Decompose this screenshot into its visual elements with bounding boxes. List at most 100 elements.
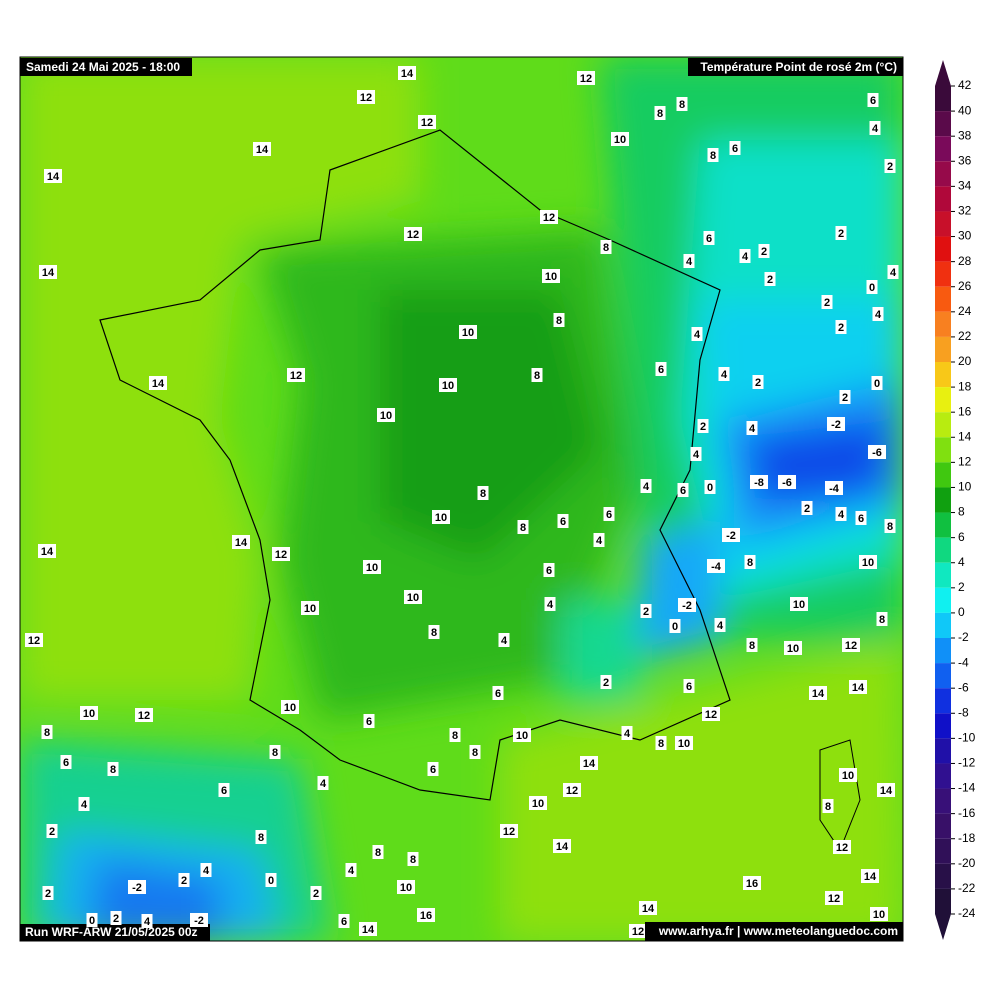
point-box [449,728,461,742]
date-label: Samedi 24 Mai 2025 - 18:00 [26,60,180,74]
colorbar-tick-label: 10 [958,480,972,494]
colorbar-tick-label: 24 [958,304,972,318]
colorbar-tick-label: 12 [958,455,972,469]
point-value: 6 [546,565,552,577]
point-box [372,845,384,859]
point-value: 14 [852,682,865,694]
point-value: 4 [742,251,749,263]
point-value: 8 [887,521,893,533]
point-value: 6 [606,509,612,521]
point-value: 10 [787,643,799,655]
point-value: 2 [643,606,649,618]
point-value: 10 [516,730,528,742]
point-value: -6 [782,477,792,489]
point-value: -4 [711,561,722,573]
point-value: 10 [304,603,316,615]
point-value: 8 [258,832,264,844]
colorbar-tick-label: 16 [958,404,972,418]
point-value: 4 [203,865,210,877]
point-value: 8 [431,627,437,639]
point-value: 10 [614,134,626,146]
point-box [690,447,702,461]
colorbar-band [935,161,951,187]
colorbar-tick-label: 40 [958,103,972,117]
point-box [678,598,696,612]
point-value: 10 [400,882,412,894]
point-box [675,736,693,750]
point-value: 8 [110,764,116,776]
map-title: Température Point de rosé 2m (°C) [700,60,897,74]
point-box [544,597,556,611]
point-box [778,475,796,489]
point-box [729,141,741,155]
point-value: 2 [45,888,51,900]
point-box [281,700,299,714]
map-frame [19,56,904,942]
point-value: 2 [838,228,844,240]
point-box [677,483,689,497]
point-box [869,121,881,135]
colorbar-tick-label: 8 [958,505,965,519]
point-box [141,914,153,928]
point-box [498,633,510,647]
colorbar-tick-label: 4 [958,555,965,569]
colorbar-band [935,362,951,388]
point-value: 8 [520,522,526,534]
point-value: 8 [825,801,831,813]
point-box [702,707,720,721]
colorbar-band [935,813,951,839]
colorbar-tick-label: -12 [958,756,976,770]
colorbar-tick-label: 22 [958,329,972,343]
point-box [301,601,319,615]
point-box [577,71,595,85]
point-box [887,265,899,279]
point-value: 12 [836,842,848,854]
point-value: 6 [495,688,501,700]
point-box [580,756,598,770]
point-value: 6 [341,916,347,928]
point-value: 12 [705,709,717,721]
colorbar-tick-label: -10 [958,731,976,745]
point-box [287,368,305,382]
colorbar-band [935,412,951,438]
colorbar-tick-label: -4 [958,655,969,669]
point-box [397,880,415,894]
point-value: 4 [749,423,756,435]
point-box [655,736,667,750]
colorbar-tick-label: -22 [958,881,976,895]
point-box [801,501,813,515]
colorbar-band [935,638,951,664]
point-value: -8 [754,477,764,489]
point-value: 6 [870,95,876,107]
point-box [149,376,167,390]
colorbar-band [935,462,951,488]
point-box [398,66,416,80]
colorbar-tick-label: 36 [958,153,972,167]
point-box [884,159,896,173]
point-value: 14 [47,171,60,183]
point-value: 14 [642,903,655,915]
colorbar-tick-label: 32 [958,204,972,218]
point-box [128,880,146,894]
point-box [190,913,208,927]
colorbar-band [935,763,951,789]
point-value: 8 [749,640,755,652]
point-box [359,922,377,936]
point-box [639,901,657,915]
point-value: 0 [869,282,875,294]
run-box [20,924,210,941]
point-value: 4 [872,123,879,135]
point-value: 6 [686,681,692,693]
point-box [428,625,440,639]
point-box [363,714,375,728]
point-box [427,762,439,776]
credit-box [645,922,903,941]
point-value: 12 [845,640,857,652]
colorbar-tick-label: -24 [958,906,976,920]
point-box [553,839,571,853]
point-value: -2 [726,530,736,542]
point-value: 8 [679,99,685,111]
title-box [688,58,903,76]
point-value: 8 [603,242,609,254]
